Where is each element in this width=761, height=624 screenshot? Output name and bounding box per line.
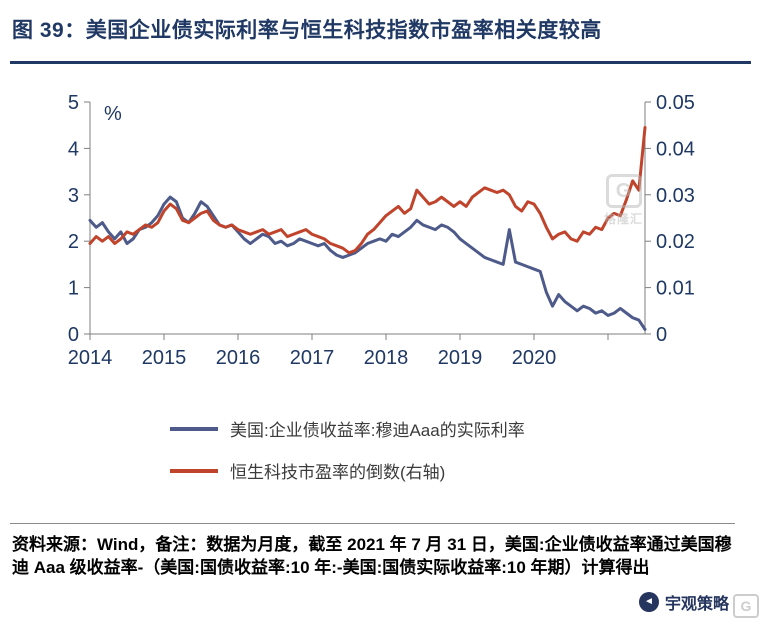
x-axis-tick-label: 2014 xyxy=(68,347,113,369)
x-axis-tick-label: 2015 xyxy=(142,347,187,369)
line-chart: 0 1 2 3 4 5 0 0.01 0.02 0.03 0.04 0.05% 2014 2015 2016… xyxy=(68,92,695,369)
x-axis-tick-label: 2018 xyxy=(364,347,409,369)
legend-item-hstech-inverse-pe: 恒生科技市盈率的倒数(右轴) xyxy=(170,458,761,483)
figure-title: 图 39：美国企业债实际利率与恒生科技指数市盈率相关度较高 xyxy=(12,19,602,42)
x-axis-tick-label: 2019 xyxy=(438,347,483,369)
brand-name: 宇观策略 xyxy=(664,596,729,613)
legend-label-hstech-inverse-pe: 恒生科技市盈率的倒数(右轴) xyxy=(230,463,446,482)
x-axis-tick-label: 2016 xyxy=(216,347,261,369)
legend-item-us-aaa-real-rate: 美国:企业债收益率:穆迪Aaa的实际利率 xyxy=(170,416,761,441)
legend-label-us-aaa-real-rate: 美国:企业债收益率:穆迪Aaa的实际利率 xyxy=(230,421,525,440)
source-note: 资料来源：Wind，备注：数据为月度，截至 2021 年 7 月 31 日，美国… xyxy=(10,523,735,579)
brand-watermark: ◄ 宇观策略 xyxy=(634,588,733,616)
right-axis-tick-label: 0.03 xyxy=(656,185,695,207)
right-axis-tick-label: 0 xyxy=(656,324,667,346)
red-line-swatch xyxy=(170,468,218,473)
left-axis-tick-label: 0 xyxy=(68,324,79,346)
chart-area: 0 1 2 3 4 5 0 0.01 0.02 0.03 0.04 0.05% 2014 2015 2016… xyxy=(0,82,761,402)
right-axis-tick-label: 0.01 xyxy=(656,278,695,300)
right-axis-tick-label: 0.04 xyxy=(656,138,695,160)
left-axis-tick-label: 2 xyxy=(68,231,79,253)
series-line-0 xyxy=(88,195,647,331)
blue-line-swatch xyxy=(170,426,218,431)
left-axis-tick-label: 1 xyxy=(68,278,79,300)
right-axis-tick-label: 0.02 xyxy=(656,231,695,253)
left-axis-tick-label: 3 xyxy=(68,185,79,207)
left-axis-tick-label: 5 xyxy=(68,92,79,114)
left-axis-unit-label: % xyxy=(104,103,122,125)
title-divider xyxy=(10,61,751,64)
series-line-1 xyxy=(88,126,647,255)
left-axis-tick-label: 4 xyxy=(68,138,79,160)
right-axis-tick-label: 0.05 xyxy=(656,92,695,114)
chart-legend: 美国:企业债收益率:穆迪Aaa的实际利率 恒生科技市盈率的倒数(右轴) xyxy=(170,416,761,483)
gelonghui-corner-logo-icon: G xyxy=(733,594,759,618)
megaphone-icon: ◄ xyxy=(638,592,659,612)
x-axis-tick-label: 2020 xyxy=(512,347,557,369)
x-axis-tick-label: 2017 xyxy=(290,347,335,369)
